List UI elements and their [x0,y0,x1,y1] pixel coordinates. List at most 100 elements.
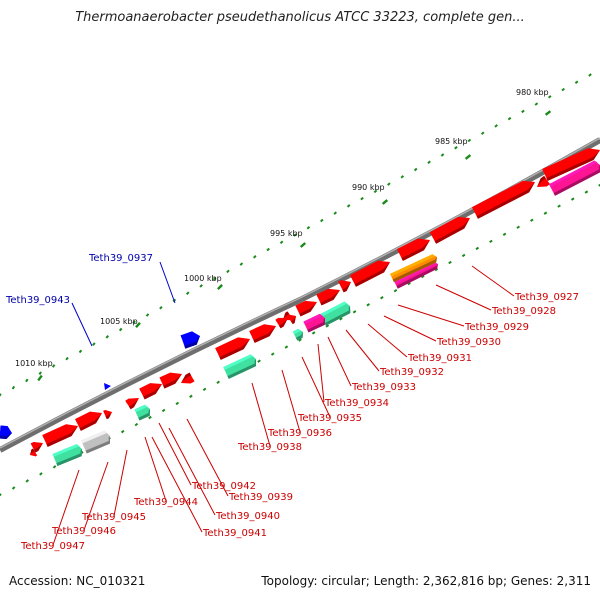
inner-scale-tick [189,394,193,399]
outer-scale-tick [0,393,2,397]
inner-scale-tick [25,479,30,483]
outer-scale-tick [239,262,244,266]
label-leader-line [281,369,301,433]
major-scale-tick [544,110,552,116]
label-leader-line [397,304,465,327]
inner-scale-tick [584,190,589,194]
gene-label-blue: Teth39_0943 [5,295,70,306]
scale-ticks: 980 kbp 985 kbp 990 kbp 995 kbp 1000 kbp 1005… [0,73,600,497]
label-leader-line [301,356,331,418]
cds-arrow [103,409,113,420]
rna-arrow [223,354,257,379]
inner-scale-tick [339,317,343,321]
scale-label: 985 kbp [435,137,468,146]
label-leader-line [151,436,203,533]
cds-arrow [472,180,536,219]
cds-arrow [159,372,183,389]
outer-scale-tick [199,284,203,288]
inner-scale-tick [570,197,575,201]
gene-label-red: Teth39_0927 [514,292,579,303]
outer-scale-tick [145,313,150,317]
inner-scale-tick [502,232,507,236]
outer-scale-tick [51,364,56,368]
inner-scale-tick [148,415,152,420]
outer-scale-tick [38,371,42,375]
scale-label: 1000 kbp [184,274,222,283]
label-leader-line [367,323,408,358]
outer-scale-tick [25,378,29,383]
gene-label-red: Teth39_0936 [267,428,332,439]
outer-scale-tick [561,87,565,92]
cds-arrow [338,280,351,293]
cds-arrow [350,260,391,287]
outer-scale-tick [279,240,284,245]
inner-scale-tick [325,324,330,328]
label-leader-line [435,284,492,311]
topology-summary: Topology: circular; Length: 2,362,816 bp… [261,574,591,588]
outer-scale-tick [413,167,418,172]
inner-scale-tick [352,310,357,314]
map-title: Thermoanaerobacter pseudethanolicus ATCC… [75,10,525,25]
outer-scale-tick [320,218,324,223]
gene-label-red: Teth39_0931 [407,353,472,364]
scale-label: 990 kbp [352,183,385,192]
inner-scale-tick [257,359,261,363]
inner-scale-tick [39,472,43,476]
outer-scale-tick [226,269,230,274]
accession-text: Accession: NC_010321 [9,574,146,588]
cds-arrow [249,324,276,343]
backbone [0,137,600,453]
label-leader-line [113,449,128,517]
major-scale-tick [37,374,43,382]
inner-scale-tick [530,218,534,222]
outer-scale-tick [65,356,69,361]
gene-label-red: Teth39_0944 [133,497,198,508]
outer-scale-tick [494,124,498,128]
inner-scale-tick [298,338,302,342]
label-leader-line [52,469,80,546]
outer-scale-tick [306,225,311,230]
scale-label: 1010 kbp [15,359,53,368]
backbone-arc [0,137,600,453]
gene-label-red: Teth39_0929 [464,322,529,333]
gene-label-red: Teth39_0928 [491,306,556,317]
gene-label-red: Teth39_0930 [436,337,501,348]
outer-scale-tick [346,204,351,208]
rna-arrow [292,328,304,341]
outer-scale-tick [105,335,110,339]
label-leader-line [71,302,93,347]
outer-scale-tick [427,160,431,165]
inner-scale-tick [407,281,411,286]
gene-label-red: Teth39_0945 [81,512,146,523]
inner-scale-tick [557,204,561,208]
inner-scale-tick [434,267,439,272]
scale-label: 980 kbp [516,88,549,97]
scale-label: 995 kbp [270,229,303,238]
outer-scale-tick [387,182,391,186]
inner-scale-tick [380,296,384,300]
outer-scale-tick [253,255,257,259]
label-lines [52,261,515,546]
gene-label-red: Teth39_0946 [51,526,116,537]
inner-scale-tick [216,380,220,384]
cds-arrow [125,398,139,410]
outer-scale-tick [333,211,338,215]
major-scale-tick [299,242,307,248]
outer-scale-tick [293,233,297,237]
outer-scale-tick [440,153,445,157]
label-leader-line [383,315,437,342]
inner-scale-tick [366,303,370,307]
gene-label-red: Teth39_0940 [215,511,280,522]
gene-label-red: Teth39_0933 [351,382,416,393]
outer-scale-tick [132,320,136,325]
cds-arrow [75,411,102,431]
cds-arrow [30,448,38,457]
inner-scale-tick [598,183,600,187]
outer-scale-tick [521,109,525,114]
inner-scale-tick [461,253,466,258]
label-leader-line [83,461,109,531]
rna-arrow [52,444,83,467]
gene-labels: Teth39_0937 Teth39_0943 Teth39_0927 Teth39_… [5,253,579,552]
gene-label-red: Teth39_0932 [379,367,444,378]
features [0,148,600,467]
